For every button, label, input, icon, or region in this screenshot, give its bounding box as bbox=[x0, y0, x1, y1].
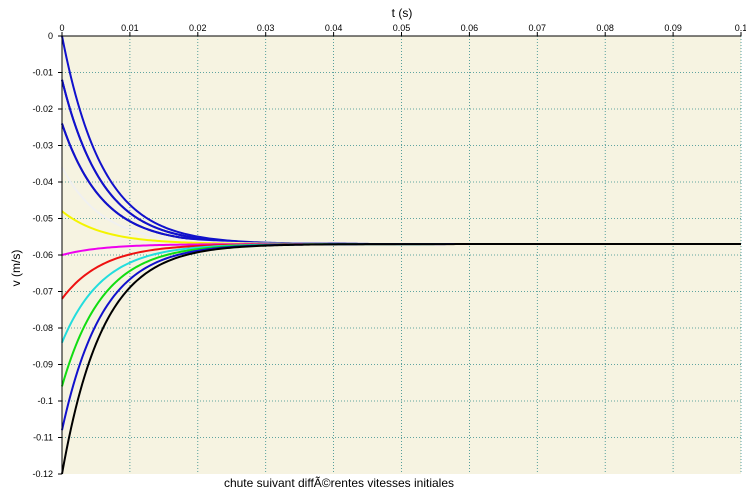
x-tick-label: 0.02 bbox=[189, 23, 207, 33]
y-tick-label: -0.08 bbox=[32, 323, 53, 333]
axes bbox=[58, 32, 742, 475]
x-tick-label: 0.09 bbox=[664, 23, 682, 33]
y-tick-labels: 0 -0.01 -0.02 -0.03 -0.04 -0.05 -0.06 -0.07 -0.0… bbox=[32, 31, 53, 479]
y-tick-label: -0.12 bbox=[32, 469, 53, 479]
y-tick-label: -0.09 bbox=[32, 360, 53, 370]
y-tick-label: -0.02 bbox=[32, 104, 53, 114]
series-group bbox=[61, 35, 741, 475]
y-tick-label: 0 bbox=[48, 31, 53, 41]
x-tick-label: 0 bbox=[59, 23, 64, 33]
y-tick-label: -0.04 bbox=[32, 177, 53, 187]
y-tick-label: -0.06 bbox=[32, 250, 53, 260]
y-tick-label: -0.05 bbox=[32, 214, 53, 224]
x-tick-label: 0.04 bbox=[325, 23, 343, 33]
x-tick-label: 0.1 bbox=[735, 23, 746, 33]
x-tick-label: 0.01 bbox=[121, 23, 139, 33]
y-tick-label: -0.03 bbox=[32, 141, 53, 151]
y-tick-label: -0.07 bbox=[32, 287, 53, 297]
x-tick-label: 0.03 bbox=[257, 23, 275, 33]
x-tick-labels: 0 0.01 0.02 0.03 0.04 0.05 0.06 0.07 0.08 0.09 0.1 bbox=[59, 23, 746, 33]
y-tick-label: -0.1 bbox=[37, 396, 53, 406]
series-line bbox=[61, 243, 741, 475]
x-tick-label: 0.06 bbox=[461, 23, 479, 33]
y-tick-label: -0.11 bbox=[33, 433, 53, 443]
y-axis-title: v (m/s) bbox=[9, 250, 23, 287]
y-tick-label: -0.01 bbox=[32, 68, 53, 78]
x-tick-label: 0.07 bbox=[529, 23, 547, 33]
x-axis-title: t (s) bbox=[392, 6, 413, 20]
x-tick-label: 0.05 bbox=[393, 23, 411, 33]
chart-caption: chute suivant diffÃ©rentes vitesses init… bbox=[224, 476, 454, 490]
x-tick-label: 0.08 bbox=[596, 23, 614, 33]
